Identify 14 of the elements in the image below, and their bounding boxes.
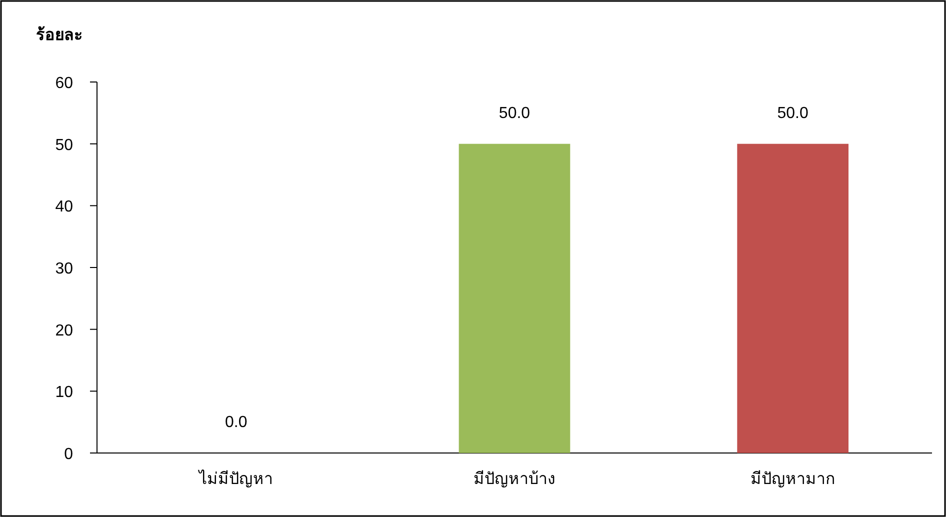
x-tick-label: มีปัญหาบ้าง bbox=[474, 470, 556, 488]
x-tick-label: ไม่มีปัญหา bbox=[197, 469, 274, 488]
y-tick-label: 0 bbox=[64, 446, 74, 463]
data-label: 50.0 bbox=[498, 104, 530, 122]
data-label: 0.0 bbox=[225, 414, 248, 431]
data-label: 50.0 bbox=[777, 104, 809, 122]
y-tick-label: 50 bbox=[55, 136, 74, 154]
y-tick-label: 20 bbox=[55, 322, 74, 340]
x-tick-label: มีปัญหามาก bbox=[750, 470, 836, 488]
y-tick-label: 10 bbox=[55, 384, 74, 402]
y-tick-label: 40 bbox=[55, 198, 74, 216]
y-tick-label: 60 bbox=[55, 75, 74, 92]
y-tick-label: 30 bbox=[55, 260, 74, 278]
y-axis-title: ร้อยละ bbox=[36, 26, 83, 44]
